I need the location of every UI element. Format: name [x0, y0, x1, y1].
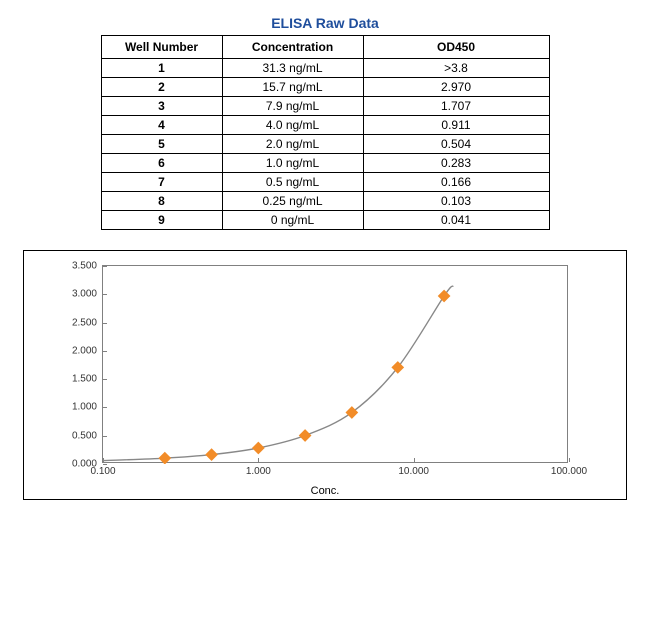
table-row: 61.0 ng/mL0.283 — [101, 154, 549, 173]
table-row: 131.3 ng/mL>3.8 — [101, 59, 549, 78]
table-row: 70.5 ng/mL0.166 — [101, 173, 549, 192]
table-cell: 0.041 — [363, 211, 549, 230]
chart-frame: 0.0000.5001.0001.5002.0002.5003.0003.500… — [23, 250, 627, 500]
table-row: 80.25 ng/mL0.103 — [101, 192, 549, 211]
x-tick-label: 0.100 — [90, 462, 115, 477]
y-tick-label: 0.500 — [72, 430, 103, 441]
data-marker — [299, 430, 310, 441]
table-row: 44.0 ng/mL0.911 — [101, 116, 549, 135]
table-cell: 0 ng/mL — [222, 211, 363, 230]
table-row: 90 ng/mL0.041 — [101, 211, 549, 230]
col-header-conc: Concentration — [222, 36, 363, 59]
col-header-od: OD450 — [363, 36, 549, 59]
table-header-row: Well Number Concentration OD450 — [101, 36, 549, 59]
table-cell: 0.25 ng/mL — [222, 192, 363, 211]
table-cell: 2.0 ng/mL — [222, 135, 363, 154]
table-cell: 1 — [101, 59, 222, 78]
table-cell: 0.166 — [363, 173, 549, 192]
x-tick-label: 100.000 — [551, 462, 587, 477]
y-tick-label: 3.500 — [72, 261, 103, 272]
y-tick-label: 3.000 — [72, 289, 103, 300]
table-cell: 5 — [101, 135, 222, 154]
table-cell: 1.707 — [363, 97, 549, 116]
y-tick-label: 2.500 — [72, 317, 103, 328]
col-header-well: Well Number — [101, 36, 222, 59]
table-row: 215.7 ng/mL2.970 — [101, 78, 549, 97]
data-table-wrap: Well Number Concentration OD450 131.3 ng… — [15, 35, 635, 230]
x-axis-label: Conc. — [311, 485, 340, 497]
plot-area: 0.0000.5001.0001.5002.0002.5003.0003.500… — [102, 265, 568, 463]
curve-line — [103, 286, 453, 461]
data-table: Well Number Concentration OD450 131.3 ng… — [101, 35, 550, 230]
data-marker — [253, 442, 264, 453]
table-cell: 0.283 — [363, 154, 549, 173]
table-cell: 15.7 ng/mL — [222, 78, 363, 97]
table-cell: 3 — [101, 97, 222, 116]
data-marker — [159, 453, 170, 464]
table-cell: 6 — [101, 154, 222, 173]
data-marker — [206, 449, 217, 460]
table-row: 37.9 ng/mL1.707 — [101, 97, 549, 116]
table-cell: 7.9 ng/mL — [222, 97, 363, 116]
table-cell: >3.8 — [363, 59, 549, 78]
table-cell: 2.970 — [363, 78, 549, 97]
table-cell: 4 — [101, 116, 222, 135]
plot-svg — [103, 266, 569, 464]
table-cell: 0.5 ng/mL — [222, 173, 363, 192]
chart-inner: 0.0000.5001.0001.5002.0002.5003.0003.500… — [42, 257, 608, 497]
table-cell: 9 — [101, 211, 222, 230]
table-cell: 2 — [101, 78, 222, 97]
table-cell: 4.0 ng/mL — [222, 116, 363, 135]
table-cell: 7 — [101, 173, 222, 192]
table-cell: 31.3 ng/mL — [222, 59, 363, 78]
y-tick-label: 2.000 — [72, 345, 103, 356]
page-title: ELISA Raw Data — [15, 15, 635, 31]
x-tick-label: 10.000 — [398, 462, 429, 477]
x-tick-mark — [569, 458, 570, 462]
table-cell: 8 — [101, 192, 222, 211]
table-cell: 1.0 ng/mL — [222, 154, 363, 173]
table-cell: 0.504 — [363, 135, 549, 154]
x-tick-label: 1.000 — [246, 462, 271, 477]
table-cell: 0.911 — [363, 116, 549, 135]
table-cell: 0.103 — [363, 192, 549, 211]
data-marker — [346, 407, 357, 418]
y-tick-label: 1.500 — [72, 374, 103, 385]
y-tick-label: 1.000 — [72, 402, 103, 413]
table-row: 52.0 ng/mL0.504 — [101, 135, 549, 154]
data-marker — [438, 290, 449, 301]
